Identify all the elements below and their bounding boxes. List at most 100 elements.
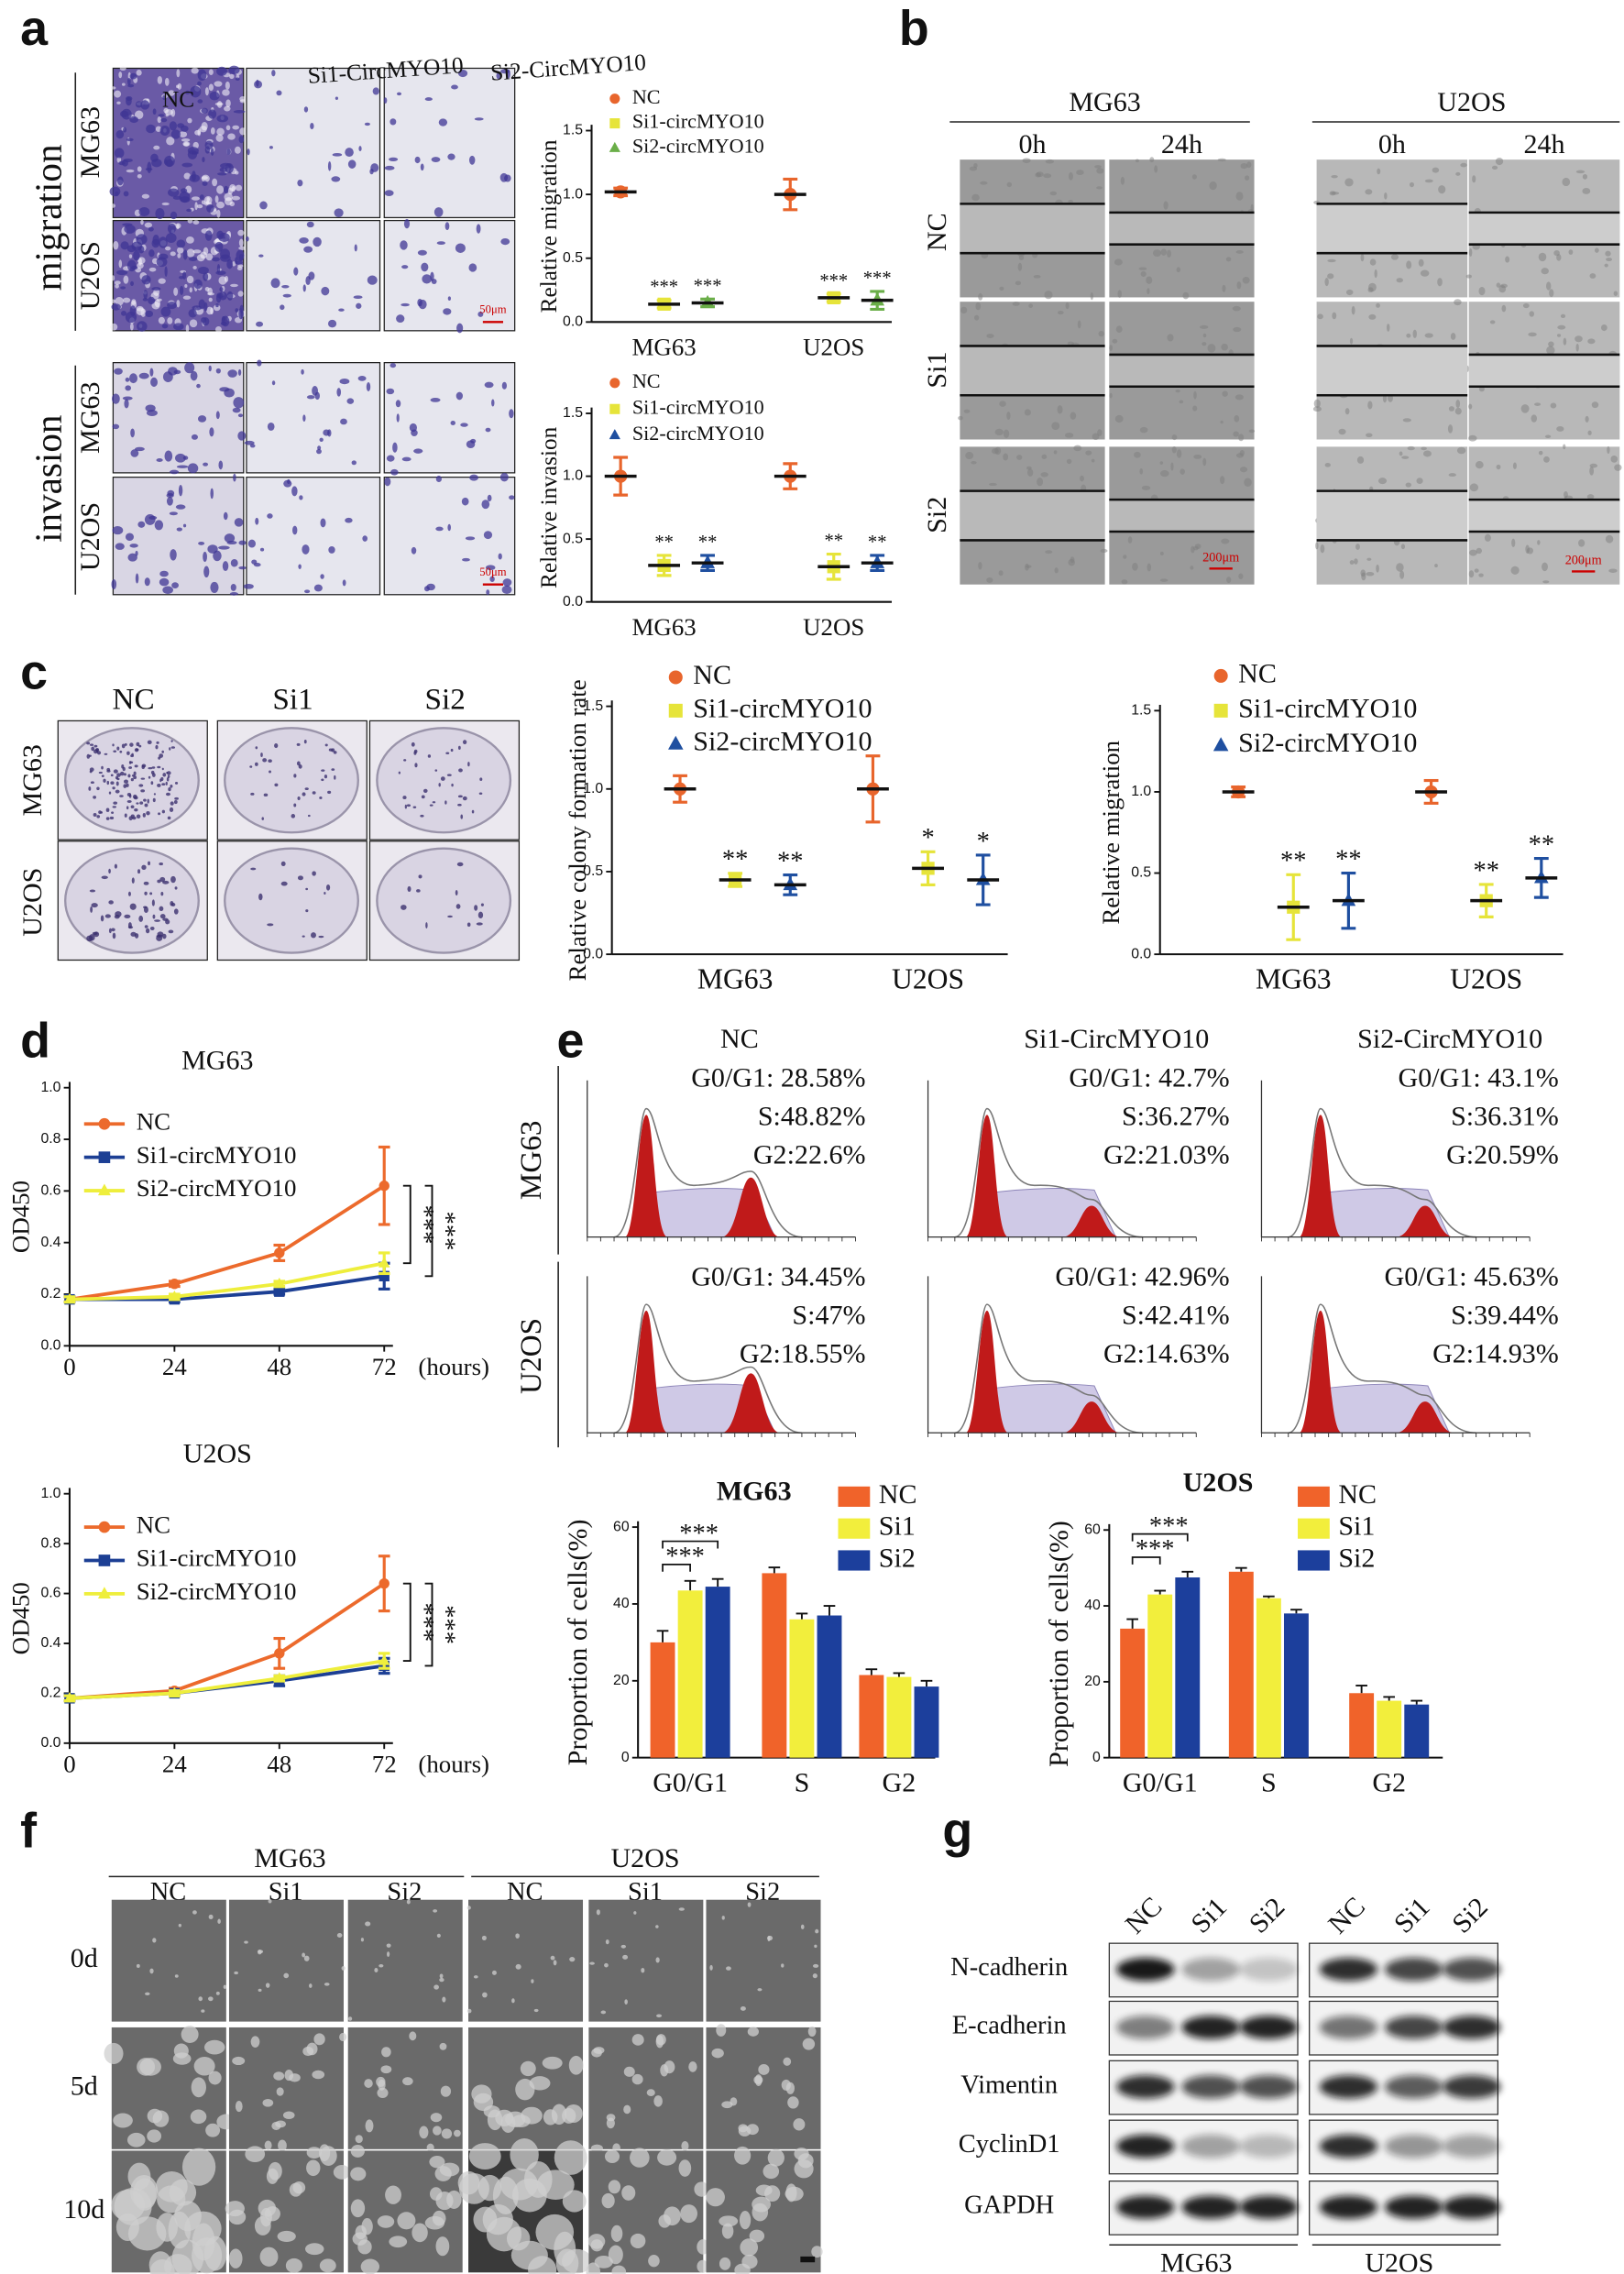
legend-label: NC (632, 85, 661, 108)
texture-blob (740, 2238, 759, 2257)
texture-blob (623, 2104, 631, 2115)
texture-blob (234, 146, 241, 154)
texture-blob (1468, 403, 1473, 410)
texture-blob (323, 429, 330, 436)
texture-blob (112, 526, 124, 535)
significance-label: ** (1280, 847, 1306, 875)
bar (1377, 1700, 1402, 1758)
texture-blob (130, 428, 135, 438)
texture-blob (978, 292, 983, 301)
texture-blob (1096, 168, 1104, 174)
texture-blob (1226, 577, 1232, 584)
texture-blob (291, 814, 296, 818)
texture-blob (113, 750, 117, 753)
texture-blob (1448, 406, 1455, 412)
texture-blob (324, 743, 328, 747)
texture-blob (216, 115, 229, 123)
texture-blob (1202, 557, 1212, 562)
bar (859, 1675, 884, 1758)
texture-blob (482, 1992, 488, 1998)
bar (1120, 1628, 1146, 1758)
texture-blob (115, 130, 125, 139)
texture-blob (291, 486, 298, 497)
texture-blob (1067, 341, 1074, 346)
histogram-outline (954, 1107, 1143, 1238)
texture-blob (1505, 256, 1510, 263)
texture-blob (630, 2233, 646, 2248)
texture-blob (1469, 483, 1479, 492)
texture-blob (1511, 538, 1516, 547)
texture-blob (386, 455, 395, 462)
texture-blob (113, 241, 119, 250)
texture-blob (738, 2124, 749, 2133)
texture-blob (202, 157, 205, 163)
significance-label: *** (432, 1605, 460, 1644)
x-tick-label: U2OS (1450, 962, 1522, 994)
texture-blob (1018, 255, 1025, 260)
texture-blob (509, 409, 514, 419)
significance-label: ** (777, 847, 803, 875)
texture-blob (189, 287, 192, 293)
blot-band (1116, 2135, 1175, 2159)
texture-blob (1120, 176, 1125, 185)
texture-blob (193, 2057, 215, 2076)
texture-blob (308, 1983, 313, 1988)
marker (169, 1290, 181, 1302)
x-tick-label: G2 (883, 1767, 916, 1798)
x-axis-label: (hours) (418, 1353, 489, 1380)
texture-blob (144, 222, 153, 228)
texture-blob (1235, 192, 1244, 201)
texture-blob (278, 2139, 287, 2152)
texture-blob (177, 247, 184, 254)
texture-blob (447, 153, 455, 160)
bar (1147, 1594, 1173, 1758)
texture-blob (1344, 408, 1350, 415)
texture-blob (1238, 434, 1245, 442)
texture-blob (1070, 556, 1075, 563)
texture-blob (181, 2026, 199, 2044)
texture-blob (115, 297, 124, 306)
texture-blob (303, 246, 313, 253)
texture-blob (154, 919, 160, 922)
texture-blob (439, 2042, 447, 2050)
texture-blob (262, 758, 268, 763)
texture-blob (333, 2165, 351, 2180)
texture-blob (186, 248, 195, 258)
texture-blob (425, 922, 428, 929)
sphere-image (588, 1899, 704, 2022)
cell-line-label: U2OS (1437, 86, 1506, 117)
texture-blob (126, 2132, 146, 2148)
texture-blob (284, 2070, 294, 2082)
texture-blob (159, 876, 166, 883)
texture-blob (1454, 299, 1462, 306)
texture-blob (396, 314, 405, 323)
blot-band (1443, 2135, 1501, 2159)
legend-swatch (1298, 1518, 1330, 1539)
texture-blob (1167, 249, 1171, 258)
texture-blob (1402, 418, 1411, 423)
cell-cycle-stat: G0/G1: 43.1% (1399, 1062, 1559, 1093)
texture-blob (1546, 281, 1552, 291)
time-label: 24h (1161, 128, 1202, 159)
significance-label: *** (679, 1520, 719, 1548)
texture-blob (129, 305, 137, 316)
texture-blob (216, 201, 225, 209)
texture-blob (110, 299, 116, 303)
texture-blob (98, 771, 103, 774)
texture-blob (591, 2048, 602, 2058)
texture-blob (306, 2159, 321, 2177)
texture-blob (158, 812, 161, 816)
texture-blob (131, 877, 135, 884)
texture-blob (197, 69, 207, 82)
texture-blob (477, 911, 484, 919)
texture-blob (184, 362, 195, 374)
texture-blob (1233, 326, 1242, 333)
texture-blob (466, 2008, 472, 2014)
texture-blob (129, 115, 139, 124)
texture-blob (562, 2190, 587, 2213)
texture-blob (133, 771, 137, 776)
texture-blob (462, 557, 470, 562)
texture-blob (1027, 468, 1034, 477)
texture-blob (318, 2144, 331, 2161)
texture-blob (631, 2034, 644, 2046)
